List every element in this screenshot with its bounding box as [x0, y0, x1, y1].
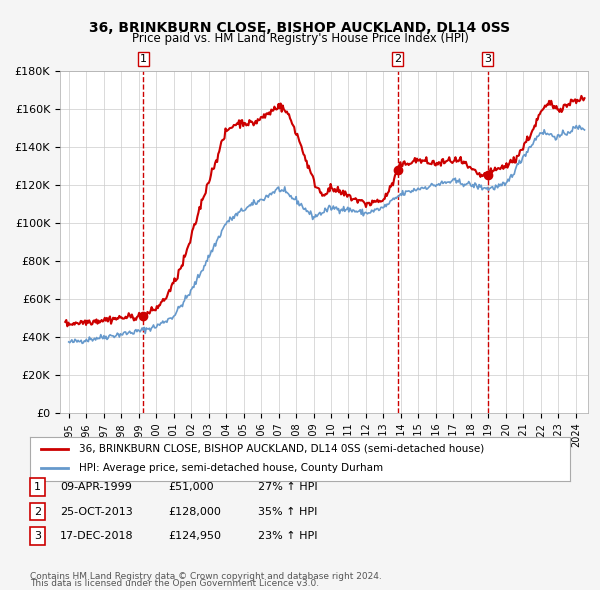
Text: 1: 1: [140, 54, 147, 64]
Text: HPI: Average price, semi-detached house, County Durham: HPI: Average price, semi-detached house,…: [79, 464, 383, 473]
Text: This data is licensed under the Open Government Licence v3.0.: This data is licensed under the Open Gov…: [30, 579, 319, 588]
Text: 36, BRINKBURN CLOSE, BISHOP AUCKLAND, DL14 0SS (semi-detached house): 36, BRINKBURN CLOSE, BISHOP AUCKLAND, DL…: [79, 444, 484, 454]
Text: 35% ↑ HPI: 35% ↑ HPI: [258, 507, 317, 516]
Text: 23% ↑ HPI: 23% ↑ HPI: [258, 532, 317, 541]
Text: 17-DEC-2018: 17-DEC-2018: [60, 532, 134, 541]
Text: Price paid vs. HM Land Registry's House Price Index (HPI): Price paid vs. HM Land Registry's House …: [131, 32, 469, 45]
Text: £124,950: £124,950: [168, 532, 221, 541]
Text: Contains HM Land Registry data © Crown copyright and database right 2024.: Contains HM Land Registry data © Crown c…: [30, 572, 382, 581]
Text: 2: 2: [394, 54, 401, 64]
Text: £128,000: £128,000: [168, 507, 221, 516]
Text: 2: 2: [34, 507, 41, 516]
Text: 3: 3: [484, 54, 491, 64]
Text: 36, BRINKBURN CLOSE, BISHOP AUCKLAND, DL14 0SS: 36, BRINKBURN CLOSE, BISHOP AUCKLAND, DL…: [89, 21, 511, 35]
Text: 1: 1: [34, 482, 41, 491]
Text: 25-OCT-2013: 25-OCT-2013: [60, 507, 133, 516]
Text: 09-APR-1999: 09-APR-1999: [60, 482, 132, 491]
Text: £51,000: £51,000: [168, 482, 214, 491]
Text: 27% ↑ HPI: 27% ↑ HPI: [258, 482, 317, 491]
Text: 3: 3: [34, 532, 41, 541]
